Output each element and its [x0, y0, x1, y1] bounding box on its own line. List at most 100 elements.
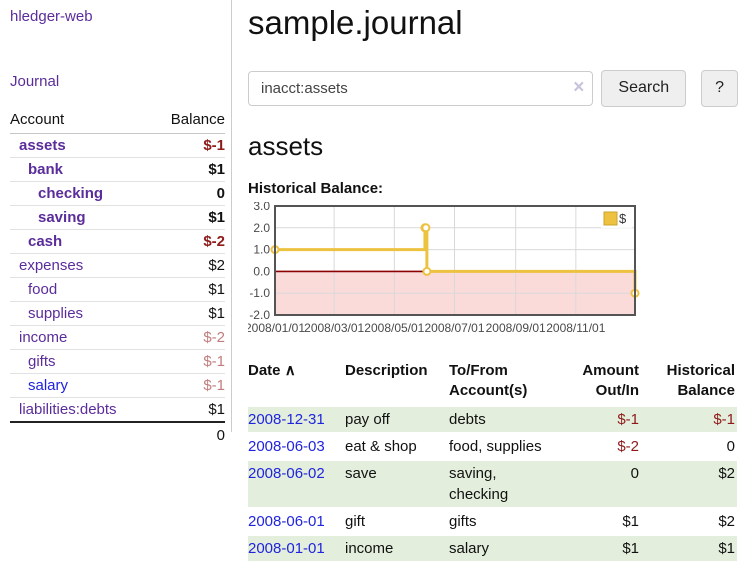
search-button[interactable]: Search	[601, 70, 686, 107]
chart-title: Historical Balance:	[248, 180, 738, 197]
account-balance: $1	[152, 206, 225, 230]
transaction-date-link[interactable]: 2008-12-31	[248, 411, 325, 428]
account-row: salary $-1	[10, 374, 225, 398]
account-link-liabilities-debts[interactable]: liabilities:debts	[19, 401, 117, 418]
account-link-bank[interactable]: bank	[28, 161, 63, 178]
transaction-accounts: saving, checking	[449, 461, 561, 507]
account-link-assets[interactable]: assets	[19, 137, 66, 154]
account-balance: $-1	[152, 134, 225, 158]
svg-text:2008/09/01: 2008/09/01	[486, 321, 546, 335]
transaction-accounts: debts	[449, 407, 561, 432]
svg-text:-2.0: -2.0	[249, 308, 270, 322]
account-row: liabilities:debts $1	[10, 398, 225, 423]
transaction-amount: $-1	[561, 407, 641, 432]
svg-text:$: $	[619, 211, 627, 226]
search-form: × Search ?	[248, 70, 738, 106]
svg-text:2008/01/01: 2008/01/01	[248, 321, 305, 335]
hledger-web-app: hledger-web Journal Account Balance asse…	[0, 0, 742, 582]
transaction-description: income	[345, 536, 449, 561]
search-input-wrap: ×	[248, 71, 593, 106]
transaction-balance: $2	[641, 509, 737, 534]
register-header-row: Date ∧ Description To/From Account(s) Am…	[248, 359, 737, 405]
svg-text:2008/11/01: 2008/11/01	[546, 321, 605, 335]
main-content: sample.journal × Search ? assets Histori…	[248, 0, 738, 563]
transaction-description: pay off	[345, 407, 449, 432]
transaction-balance: $2	[641, 461, 737, 507]
transaction-balance: $-1	[641, 407, 737, 432]
page-title: sample.journal	[248, 2, 738, 44]
accounts-col-account: Account	[10, 108, 152, 134]
svg-text:0.0: 0.0	[253, 264, 270, 278]
transaction-accounts: salary	[449, 536, 561, 561]
svg-text:2.0: 2.0	[253, 221, 270, 235]
register-col-amount: Amount Out/In	[561, 359, 641, 405]
account-balance: $1	[152, 158, 225, 182]
balance-step-chart-svg: $3.0 2.0 1.0 0.0 -1.0 -2.02008/01/012008/03/0…	[248, 202, 642, 336]
transaction-description: eat & shop	[345, 434, 449, 459]
transaction-balance: 0	[641, 434, 737, 459]
account-balance: $2	[152, 254, 225, 278]
clear-search-icon[interactable]: ×	[573, 78, 584, 98]
transaction-amount: $-2	[561, 434, 641, 459]
register-row: 2008-06-02 save saving, checking 0 $2	[248, 461, 737, 507]
search-input[interactable]	[248, 71, 593, 106]
help-button[interactable]: ?	[701, 70, 738, 107]
account-link-expenses[interactable]: expenses	[19, 257, 83, 274]
historical-balance-chart: $3.0 2.0 1.0 0.0 -1.0 -2.02008/01/012008/03/0…	[248, 202, 738, 341]
account-balance: $1	[152, 278, 225, 302]
account-row: bank $1	[10, 158, 225, 182]
account-link-saving[interactable]: saving	[38, 209, 86, 226]
transaction-accounts: food, supplies	[449, 434, 561, 459]
register-col-description: Description	[345, 359, 449, 405]
account-balance: $-2	[152, 326, 225, 350]
account-row: expenses $2	[10, 254, 225, 278]
svg-text:1.0: 1.0	[253, 243, 270, 257]
register-row: 2008-06-01 gift gifts $1 $2	[248, 509, 737, 534]
sidebar-nav: Journal	[10, 73, 225, 91]
account-balance: $1	[152, 398, 225, 423]
transaction-date-link[interactable]: 2008-01-01	[248, 540, 325, 557]
account-link-cash[interactable]: cash	[28, 233, 62, 250]
sidebar-item-journal[interactable]: Journal	[10, 73, 59, 90]
svg-text:2008/03/01: 2008/03/01	[304, 321, 364, 335]
account-heading: assets	[248, 131, 738, 161]
transaction-amount: 0	[561, 461, 641, 507]
account-balance: $1	[152, 302, 225, 326]
svg-text:2008/07/01: 2008/07/01	[424, 321, 484, 335]
account-balance: $-1	[152, 374, 225, 398]
account-link-salary[interactable]: salary	[28, 377, 68, 394]
account-link-income[interactable]: income	[19, 329, 67, 346]
account-row: food $1	[10, 278, 225, 302]
accounts-total-value: 0	[152, 422, 225, 447]
transaction-date-link[interactable]: 2008-06-03	[248, 438, 325, 455]
svg-text:2008/05/01: 2008/05/01	[364, 321, 424, 335]
account-row: supplies $1	[10, 302, 225, 326]
transaction-accounts: gifts	[449, 509, 561, 534]
accounts-table: Account Balance assets $-1 bank $1 check…	[10, 108, 225, 447]
account-row: assets $-1	[10, 134, 225, 158]
account-row: checking 0	[10, 182, 225, 206]
account-row: cash $-2	[10, 230, 225, 254]
account-link-gifts[interactable]: gifts	[28, 353, 56, 370]
account-row: income $-2	[10, 326, 225, 350]
svg-text:3.0: 3.0	[253, 202, 270, 213]
register-col-accounts: To/From Account(s)	[449, 359, 561, 405]
svg-text:-1.0: -1.0	[249, 286, 270, 300]
sidebar: hledger-web Journal Account Balance asse…	[0, 0, 232, 432]
transaction-date-link[interactable]: 2008-06-01	[248, 513, 325, 530]
accounts-col-balance: Balance	[152, 108, 225, 134]
account-link-food[interactable]: food	[28, 281, 57, 298]
sort-ascending-icon: ∧	[285, 362, 296, 379]
register-row: 2008-12-31 pay off debts $-1 $-1	[248, 407, 737, 432]
transaction-amount: $1	[561, 536, 641, 561]
brand-link[interactable]: hledger-web	[10, 8, 93, 25]
register-table: Date ∧ Description To/From Account(s) Am…	[248, 357, 737, 563]
account-link-supplies[interactable]: supplies	[28, 305, 83, 322]
accounts-header-row: Account Balance	[10, 108, 225, 134]
transaction-date-link[interactable]: 2008-06-02	[248, 465, 325, 482]
transaction-balance: $1	[641, 536, 737, 561]
account-row: gifts $-1	[10, 350, 225, 374]
register-col-date[interactable]: Date ∧	[248, 359, 345, 405]
account-link-checking[interactable]: checking	[38, 185, 103, 202]
transaction-amount: $1	[561, 509, 641, 534]
